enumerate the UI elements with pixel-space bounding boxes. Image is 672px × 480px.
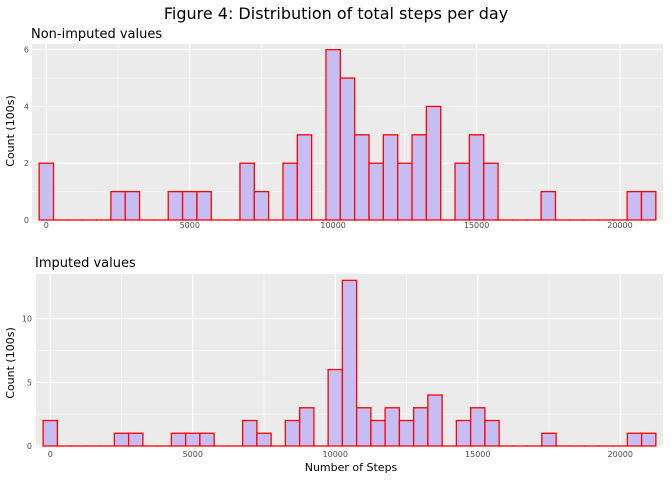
histogram-bar <box>253 190 270 221</box>
histogram-bar <box>127 432 144 447</box>
histogram-bar <box>241 419 258 447</box>
histogram-bar <box>124 190 141 221</box>
x-tick-label: 5000 <box>180 221 200 230</box>
histogram-bar <box>354 134 370 221</box>
histogram-bar <box>626 432 643 447</box>
histogram-bar <box>327 368 344 447</box>
histogram-bar <box>454 162 471 221</box>
histogram-bar <box>196 190 212 221</box>
histogram-bar <box>184 432 201 447</box>
y-tick-label: 5 <box>27 378 32 387</box>
figure-title: Figure 4: Distribution of total steps pe… <box>164 4 508 23</box>
panel-2-title: Imputed values <box>35 256 136 271</box>
histogram-bar <box>541 432 557 447</box>
histogram-bar <box>113 432 130 447</box>
histogram-bar <box>640 432 657 447</box>
x-tick-label: 0 <box>44 221 49 230</box>
histogram-bar <box>368 162 385 221</box>
histogram-bar <box>483 162 499 221</box>
histogram-bar <box>540 190 557 221</box>
panel-non-imputed: 0 5000 10000 15000 20000 0 2 4 6 <box>24 44 663 230</box>
y-tick-label: 2 <box>24 159 29 168</box>
histogram-bar <box>296 134 313 221</box>
histogram-bar <box>455 419 472 447</box>
histogram-bar <box>411 134 428 221</box>
panel-2-xlabel: Number of Steps <box>305 461 398 474</box>
histogram-bar <box>339 77 356 221</box>
panel-1-title: Non-imputed values <box>31 27 162 42</box>
histogram-bar <box>425 105 442 221</box>
panel-1-ylabel: Count (100s) <box>4 95 17 166</box>
histogram-bar <box>484 419 500 447</box>
histogram-bar <box>469 407 486 447</box>
histogram-bar <box>370 419 386 447</box>
x-tick-label: 15000 <box>465 450 490 459</box>
panel-2-ylabel: Count (100s) <box>4 327 17 398</box>
y-tick-label: 4 <box>24 102 29 111</box>
y-tick-label: 0 <box>27 442 32 451</box>
histogram-bar <box>382 134 399 221</box>
x-tick-label: 15000 <box>464 221 489 230</box>
y-tick-label: 0 <box>24 216 29 225</box>
histogram-bar <box>199 432 215 447</box>
histogram-bar <box>468 134 485 221</box>
panel-imputed: 0 5000 10000 15000 20000 0 5 10 <box>22 274 663 459</box>
histogram-bar <box>38 162 55 221</box>
y-tick-label: 10 <box>22 315 32 324</box>
histogram-bar <box>181 190 198 221</box>
histogram-bar <box>239 162 255 221</box>
histogram-bar <box>355 407 372 447</box>
histogram-bar <box>256 432 272 447</box>
histogram-bar <box>626 190 643 221</box>
x-tick-label: 5000 <box>183 450 203 459</box>
histogram-bar <box>282 162 298 221</box>
histogram-bar <box>398 419 415 447</box>
x-tick-label: 10000 <box>323 450 348 459</box>
histogram-bar <box>167 190 184 221</box>
histogram-bar <box>110 190 126 221</box>
histogram-bar <box>325 49 341 221</box>
histogram-bar <box>42 419 59 447</box>
histogram-bar <box>640 190 657 221</box>
histogram-bar <box>412 407 429 447</box>
histogram-bar <box>397 162 413 221</box>
x-tick-label: 20000 <box>607 221 632 230</box>
y-tick-label: 6 <box>24 46 29 55</box>
histogram-bar <box>384 407 401 447</box>
x-tick-label: 20000 <box>608 450 633 459</box>
histogram-bar <box>284 419 301 447</box>
histogram-bar <box>170 432 187 447</box>
x-tick-label: 10000 <box>320 221 345 230</box>
x-tick-label: 0 <box>48 450 53 459</box>
histogram-bar <box>298 407 315 447</box>
histogram-bar <box>427 394 443 447</box>
histogram-bar <box>341 279 358 447</box>
